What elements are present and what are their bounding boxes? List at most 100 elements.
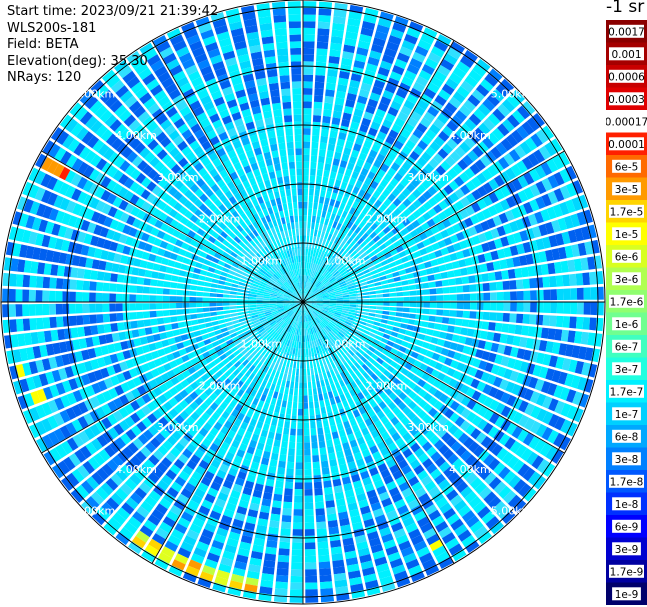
range-gate — [304, 482, 313, 490]
range-gate — [271, 257, 278, 265]
range-gate — [23, 260, 32, 274]
range-gate — [283, 495, 293, 503]
range-gate — [209, 546, 223, 557]
range-gate — [349, 388, 357, 397]
range-gate — [152, 467, 165, 479]
range-gate — [513, 359, 523, 371]
range-gate — [365, 394, 374, 403]
range-gate — [311, 256, 315, 264]
range-gate — [461, 509, 476, 523]
range-gate — [367, 250, 376, 258]
range-gate — [277, 293, 284, 297]
range-gate — [322, 358, 327, 366]
range-gate — [130, 400, 141, 412]
range-gate — [135, 249, 144, 259]
range-gate — [101, 502, 116, 516]
range-gate — [224, 247, 233, 255]
range-gate — [355, 46, 369, 57]
range-gate — [219, 342, 228, 349]
range-gate — [29, 318, 37, 331]
range-gate — [406, 93, 419, 105]
range-gate — [313, 394, 319, 402]
range-gate — [477, 505, 491, 519]
range-gate — [316, 302, 323, 304]
range-gate — [339, 283, 347, 288]
range-gate — [334, 214, 341, 223]
range-gate — [238, 356, 247, 364]
range-gate — [385, 41, 400, 52]
range-gate — [454, 109, 468, 122]
range-gate — [55, 291, 63, 302]
range-gate — [358, 88, 370, 98]
range-gate — [313, 95, 323, 103]
range-gate — [289, 302, 297, 305]
range-gate — [372, 37, 386, 47]
range-gate — [295, 455, 303, 463]
range-gate — [154, 557, 170, 571]
range-gate — [499, 198, 510, 211]
range-gate — [111, 332, 120, 343]
range-gate — [344, 168, 353, 177]
range-gate — [329, 306, 336, 309]
range-gate — [552, 154, 565, 170]
range-gate — [230, 332, 238, 339]
range-gate — [303, 81, 313, 89]
range-gate — [500, 419, 512, 432]
range-gate — [320, 310, 328, 314]
range-gate — [303, 215, 307, 222]
range-gate — [358, 383, 366, 392]
range-gate — [338, 247, 345, 255]
range-gate — [288, 287, 294, 293]
range-gate — [320, 344, 325, 352]
range-gate — [139, 525, 154, 538]
range-gate — [284, 481, 294, 489]
range-gate — [49, 384, 60, 398]
range-gate — [89, 235, 99, 247]
range-gate — [488, 476, 502, 490]
range-gate — [232, 385, 241, 394]
range-gate — [139, 147, 151, 159]
range-gate — [201, 245, 210, 254]
range-gate — [43, 330, 52, 343]
range-gate — [42, 205, 53, 220]
range-gate — [361, 284, 369, 289]
range-gate — [303, 68, 314, 75]
range-gate — [364, 483, 375, 493]
range-gate — [329, 227, 336, 235]
range-gate — [304, 428, 310, 436]
range-gate — [213, 217, 222, 226]
range-gate — [538, 223, 548, 237]
range-gate — [566, 421, 578, 437]
range-gate — [414, 277, 422, 284]
range-gate — [571, 179, 584, 195]
range-gate — [260, 329, 267, 336]
range-gate — [388, 391, 398, 401]
range-gate — [197, 280, 205, 287]
range-gate — [129, 194, 140, 205]
range-gate — [214, 498, 227, 508]
range-gate — [331, 318, 338, 324]
range-gate — [107, 343, 116, 354]
range-gate — [509, 279, 517, 290]
range-gate — [75, 303, 83, 314]
range-gate — [290, 575, 303, 583]
range-gate — [286, 290, 293, 295]
range-gate — [355, 255, 363, 263]
range-gate — [357, 40, 371, 50]
range-gate — [465, 515, 480, 528]
range-gate — [341, 346, 348, 354]
range-gate — [233, 236, 242, 244]
range-gate — [216, 349, 225, 357]
range-gate — [297, 335, 300, 342]
range-gate — [432, 265, 441, 274]
range-gate — [148, 379, 159, 389]
range-gate — [326, 314, 333, 319]
range-gate — [358, 374, 367, 383]
range-gate — [332, 478, 342, 487]
range-gate — [284, 345, 289, 353]
range-gate — [84, 150, 97, 164]
range-gate — [269, 338, 276, 346]
range-gate — [500, 355, 510, 367]
range-gate — [273, 355, 279, 364]
range-gate — [288, 448, 296, 456]
